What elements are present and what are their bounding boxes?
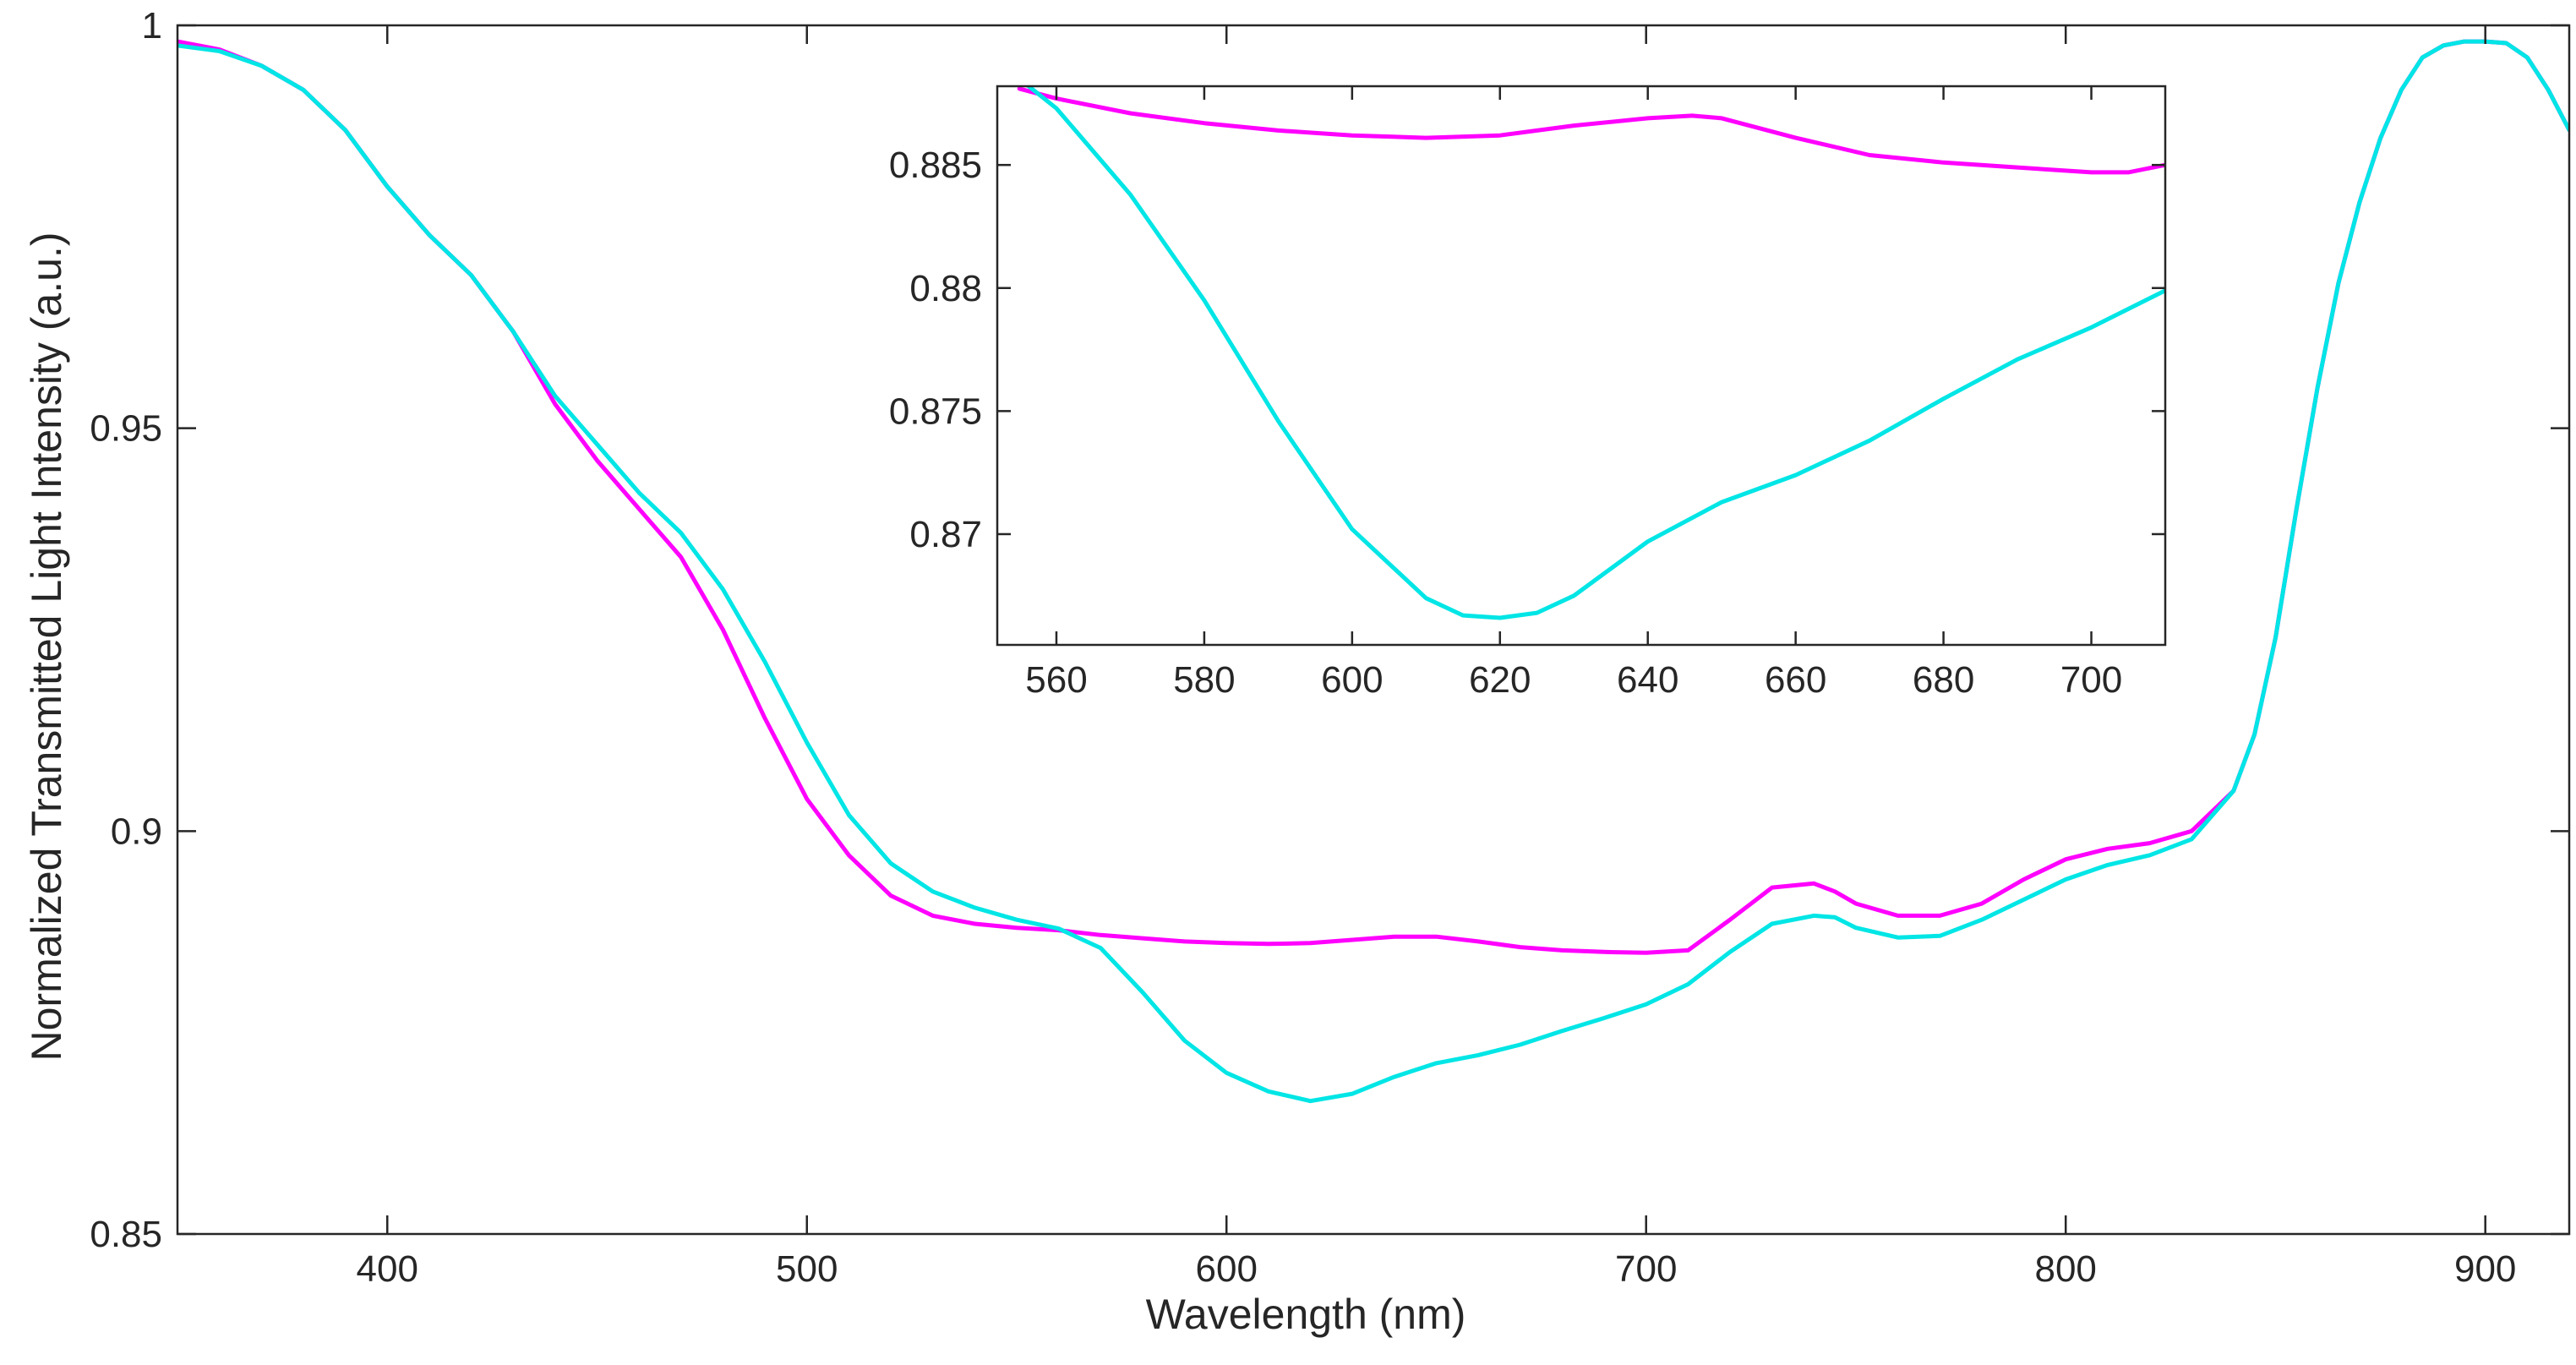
inset-x-tick-label: 600 (1321, 659, 1383, 701)
main-series-cyan (177, 39, 2569, 1104)
inset-ticks-group: 560 580 600 620 640 660 680 700 0.87 0.875 0.88 0.8… (889, 86, 2165, 701)
inset-x-tick-label: 680 (1913, 659, 1974, 701)
inset-x-tick-label: 620 (1469, 659, 1531, 701)
main-x-tick-label: 400 (357, 1248, 418, 1290)
inset-y-tick-label: 0.88 (909, 268, 982, 309)
inset-background (997, 86, 2165, 645)
main-x-tick-label: 900 (2454, 1248, 2516, 1290)
inset-x-tick-label: 560 (1025, 659, 1087, 701)
inset-series-magenta (1017, 86, 2165, 175)
inset-y-tick-label: 0.87 (909, 514, 982, 555)
inset-x-tick-label: 640 (1617, 659, 1678, 701)
inset-y-tick-label: 0.885 (889, 145, 982, 186)
main-chart: 400 500 600 700 800 900 0.85 0.9 0.95 1 Wavelengt… (23, 5, 2571, 1338)
inset-x-tick-label: 580 (1173, 659, 1235, 701)
main-x-tick-label: 600 (1196, 1248, 1258, 1290)
main-y-tick-label: 0.9 (111, 811, 162, 852)
main-x-tick-label: 700 (1615, 1248, 1677, 1290)
inset-plot-frame (996, 85, 2167, 647)
main-y-tick-label: 1 (142, 5, 162, 46)
main-x-tick-label: 800 (2034, 1248, 2096, 1290)
inset-x-tick-label: 660 (1765, 659, 1826, 701)
inset-chart: 560 580 600 620 640 660 680 700 0.87 0.875 0.88 0.8… (889, 85, 2167, 701)
inset-y-tick-label: 0.875 (889, 390, 982, 432)
inset-series-group (1017, 86, 2165, 620)
main-plot-frame (176, 24, 2571, 1236)
main-x-tick-label: 500 (776, 1248, 838, 1290)
inset-series-cyan (1025, 86, 2165, 620)
main-series-group (177, 39, 2569, 1104)
main-ticks-group: 400 500 600 700 800 900 0.85 0.9 0.95 1 (90, 5, 2569, 1290)
main-y-tick-label: 0.85 (90, 1214, 162, 1255)
main-y-axis-title: Normalized Transmitted Light Intensity (… (23, 232, 70, 1062)
main-y-tick-label: 0.95 (90, 408, 162, 450)
main-x-axis-title: Wavelength (nm) (1146, 1291, 1466, 1338)
inset-x-tick-label: 700 (2060, 659, 2122, 701)
